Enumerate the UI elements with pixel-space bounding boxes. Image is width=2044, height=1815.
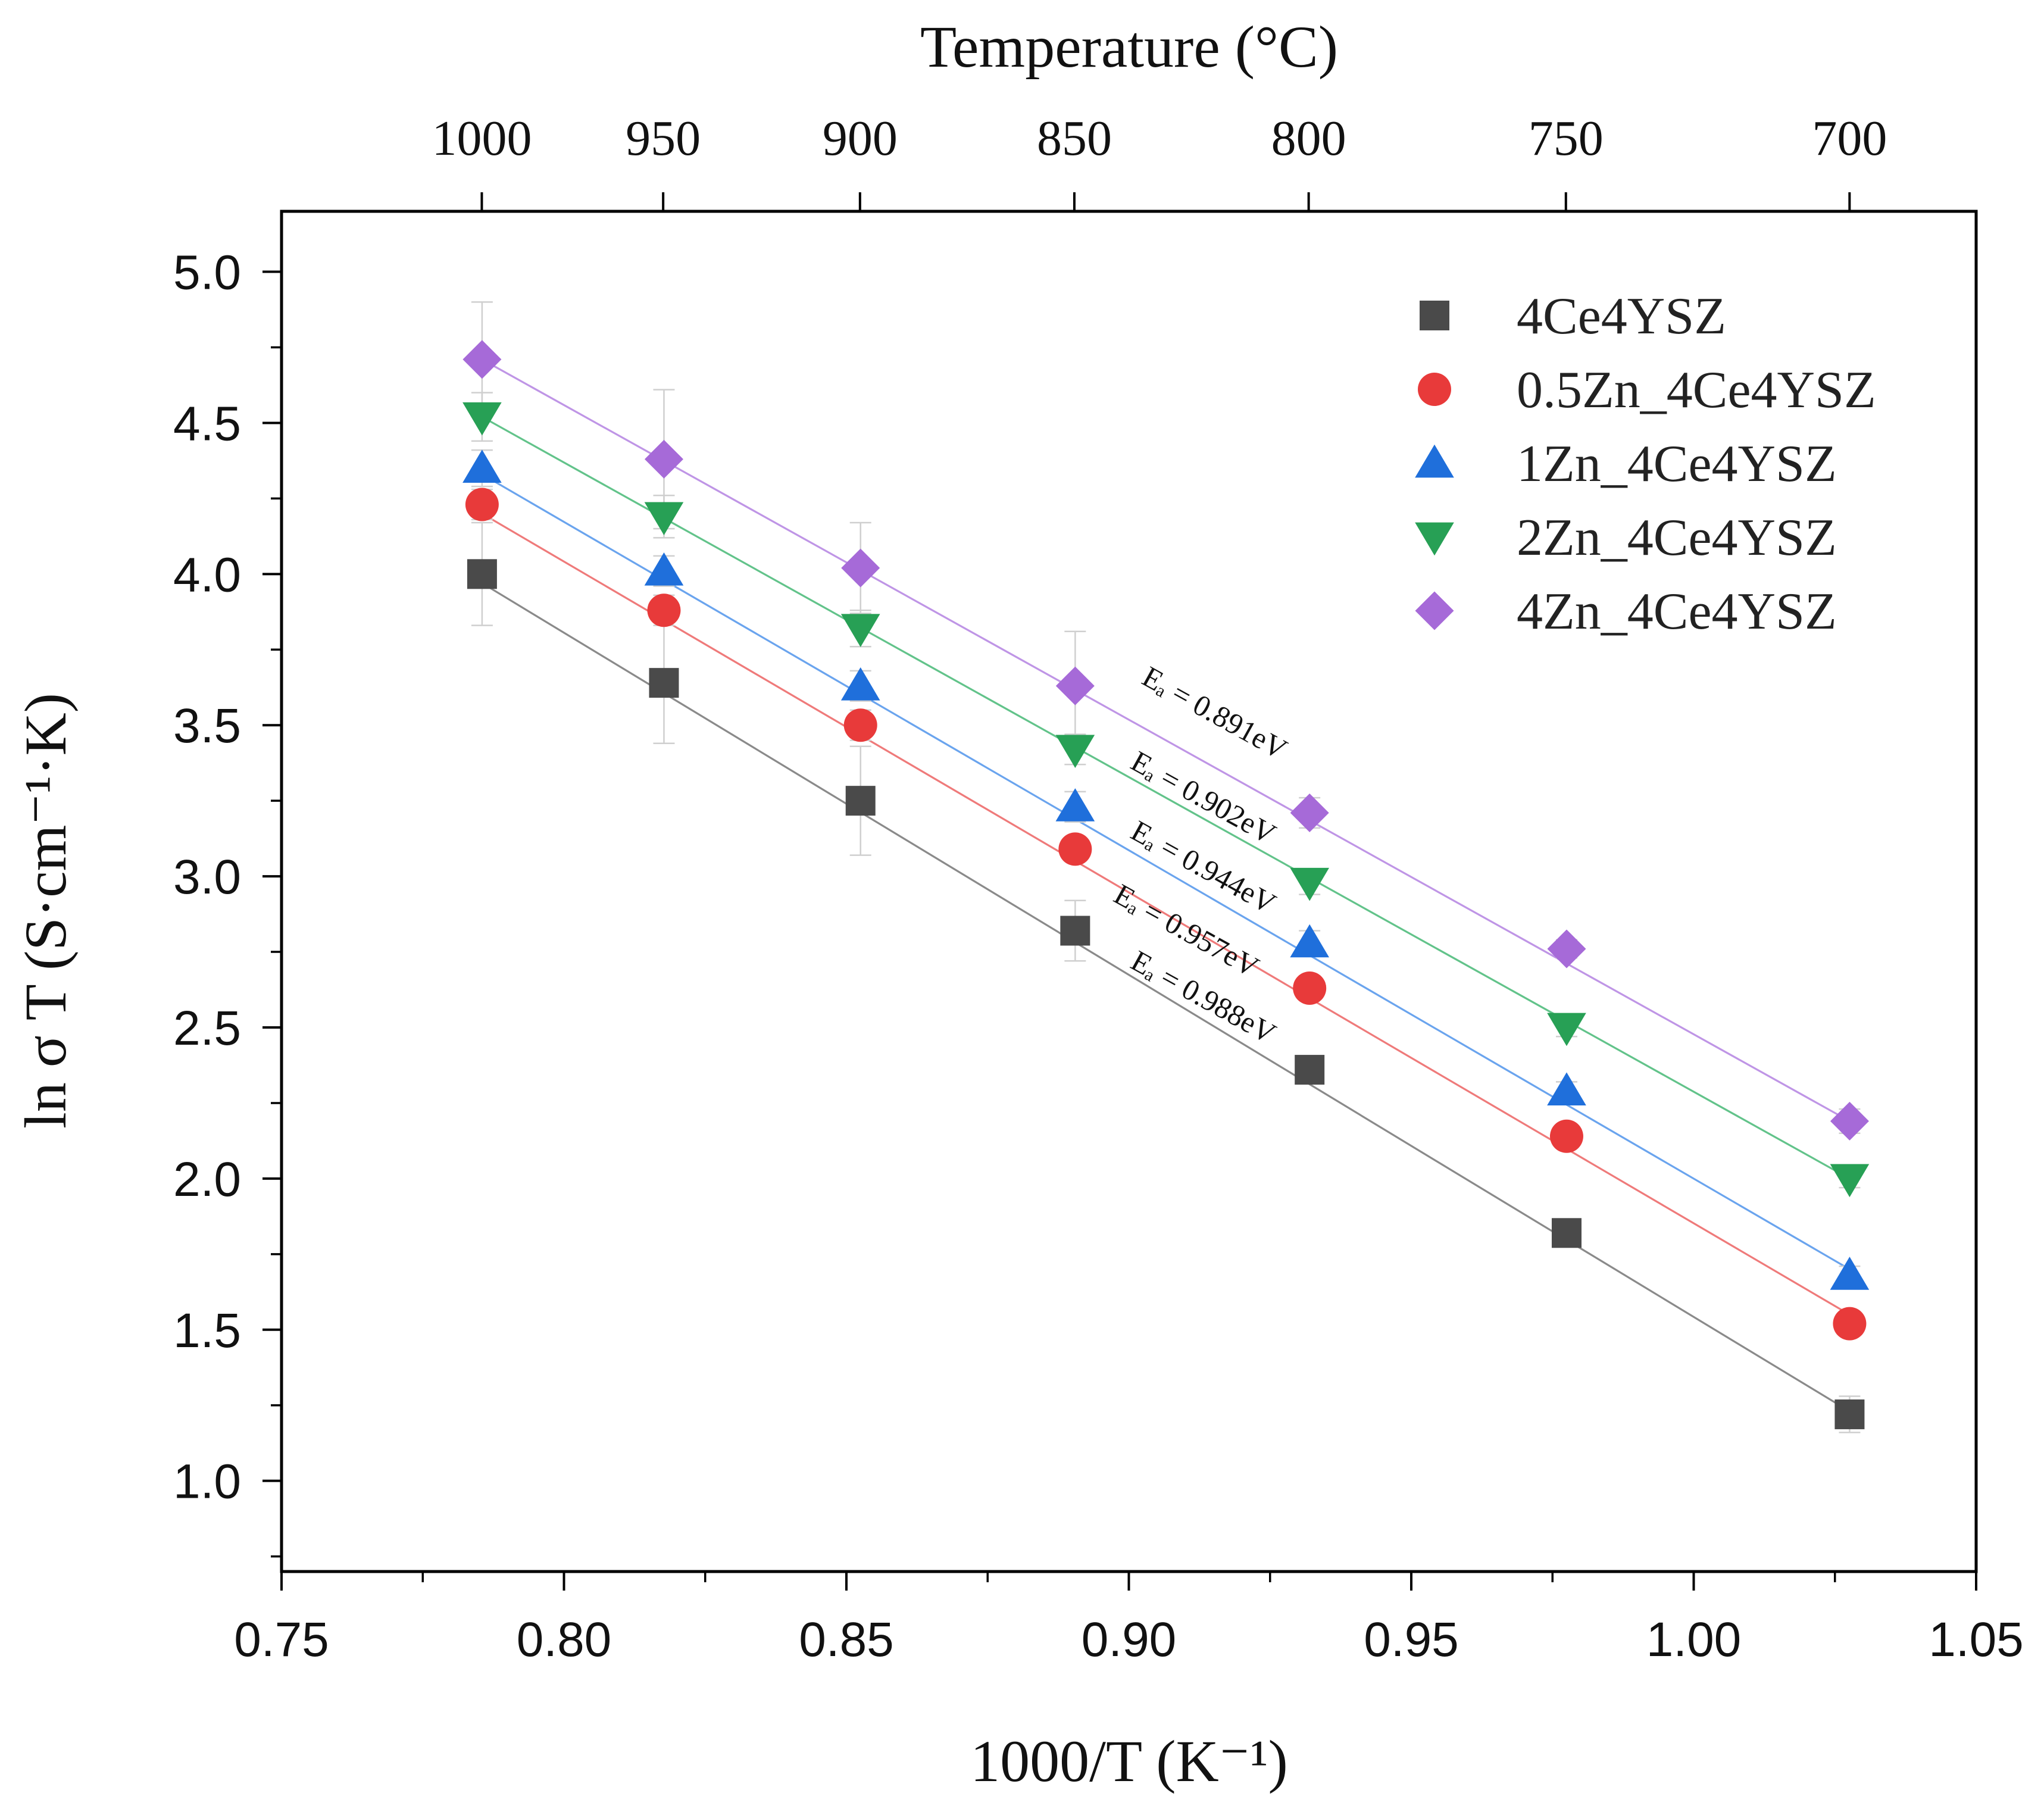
data-point — [647, 593, 681, 627]
data-point — [840, 667, 880, 701]
data-point — [1290, 924, 1329, 958]
data-point — [467, 559, 497, 589]
fit-line-2 — [482, 513, 1851, 1316]
x-tick-label: 0.90 — [1082, 1613, 1177, 1667]
data-point — [1547, 929, 1586, 969]
data-point — [1830, 1257, 1870, 1290]
data-point — [1830, 1101, 1869, 1141]
y-axis-title: ln σ T (S·cm⁻¹·K) — [12, 693, 79, 1129]
fit-line-3 — [482, 473, 1851, 1270]
data-point — [1549, 1119, 1583, 1153]
data-point — [841, 548, 880, 588]
legend-label: 0.5Zn_4Ce4YSZ — [1517, 361, 1876, 419]
data-point — [1055, 666, 1095, 705]
top-axis-title: Temperature (°C) — [920, 14, 1338, 80]
fit-lines — [482, 358, 1851, 1413]
x-axis-title: 1000/T (K⁻¹) — [970, 1728, 1288, 1794]
data-point — [1058, 832, 1092, 866]
data-point — [840, 614, 880, 647]
y-tick-label: 2.5 — [173, 1001, 241, 1055]
y-tick-label: 3.0 — [173, 850, 241, 904]
y-tick-label: 5.0 — [173, 246, 241, 300]
x-tick-label: 1.05 — [1929, 1613, 2024, 1667]
top-tick-label: 850 — [1037, 111, 1112, 166]
data-point — [1060, 916, 1090, 946]
top-tick-label: 700 — [1812, 111, 1887, 166]
data-point — [462, 449, 502, 483]
legend-marker — [1415, 591, 1454, 630]
data-point — [1830, 1164, 1870, 1198]
x-tick-label: 1.00 — [1646, 1613, 1742, 1667]
data-point — [1547, 1072, 1586, 1106]
legend-marker — [1420, 301, 1449, 330]
legend-marker — [1415, 522, 1454, 556]
top-tick-label: 950 — [626, 111, 701, 166]
x-tick-label: 0.75 — [234, 1613, 329, 1667]
fit-line-4 — [482, 416, 1851, 1180]
fit-line-5 — [482, 358, 1851, 1122]
legend-label: 4Zn_4Ce4YSZ — [1517, 583, 1837, 641]
y-tick-label: 4.0 — [173, 548, 241, 602]
top-tick-label: 1000 — [432, 111, 532, 166]
data-point — [1547, 1013, 1586, 1046]
top-tick-label: 900 — [823, 111, 898, 166]
top-tick-label: 800 — [1271, 111, 1346, 166]
x-tick-label: 0.85 — [799, 1613, 894, 1667]
data-point — [649, 668, 679, 698]
data-point — [644, 552, 684, 586]
fit-line-1 — [482, 582, 1851, 1413]
axes: 0.75 0.80 0.85 0.90 0.95 1.00 1.05 1.0 1.5 2.0 2.5… — [173, 111, 2024, 1667]
data-point — [1834, 1399, 1865, 1429]
legend-marker — [1418, 373, 1451, 406]
data-point — [843, 708, 877, 742]
data-point — [465, 488, 499, 521]
x-tick-label: 0.95 — [1364, 1613, 1459, 1667]
data-point — [1055, 735, 1095, 769]
data-point — [845, 786, 876, 816]
legend-label: 4Ce4YSZ — [1517, 288, 1726, 345]
data-point — [462, 340, 502, 379]
data-point — [1295, 1055, 1325, 1085]
legend-label: 2Zn_4Ce4YSZ — [1517, 509, 1837, 567]
y-tick-label: 1.0 — [173, 1455, 241, 1509]
data-point — [462, 402, 502, 436]
data-markers — [462, 340, 1870, 1429]
data-point — [1551, 1218, 1582, 1248]
legend-marker — [1415, 444, 1454, 478]
y-tick-label: 2.0 — [173, 1152, 241, 1207]
x-tick-label: 0.80 — [517, 1613, 612, 1667]
data-point — [644, 439, 683, 479]
data-point — [1833, 1307, 1867, 1341]
data-point — [1290, 867, 1329, 901]
y-tick-label: 1.5 — [173, 1304, 241, 1358]
top-tick-label: 750 — [1529, 111, 1604, 166]
data-point — [1055, 788, 1095, 821]
data-point — [1293, 971, 1327, 1005]
y-tick-label: 3.5 — [173, 699, 241, 753]
y-tick-label: 4.5 — [173, 396, 241, 451]
data-point — [644, 502, 684, 536]
data-point — [1290, 793, 1329, 832]
legend: 4Ce4YSZ 0.5Zn_4Ce4YSZ 1Zn_4Ce4YSZ 2Zn_4Ce4Y… — [1415, 288, 1876, 641]
legend-label: 1Zn_4Ce4YSZ — [1517, 435, 1837, 493]
